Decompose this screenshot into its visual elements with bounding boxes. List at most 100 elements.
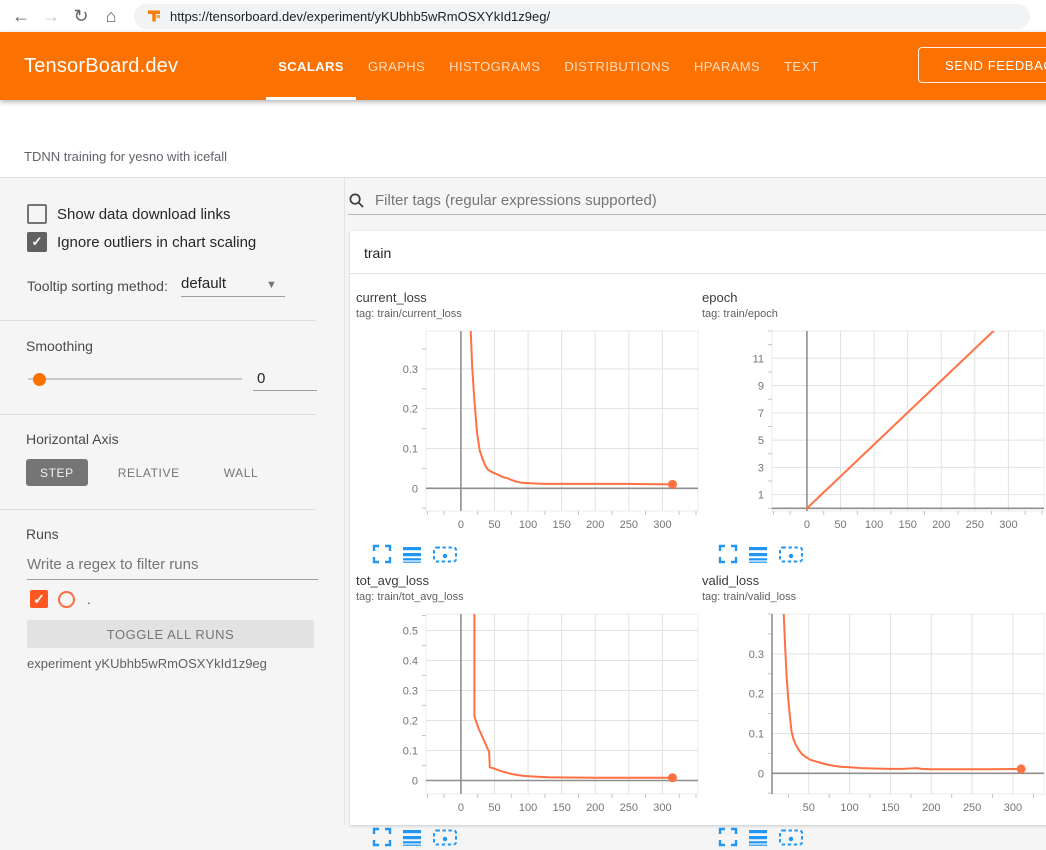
url-bar[interactable]: https://tensorboard.dev/experiment/yKUbh… [134, 4, 1030, 29]
browser-back-icon[interactable]: ← [6, 2, 36, 30]
log-scale-button[interactable] [402, 544, 422, 564]
svg-text:0.3: 0.3 [749, 649, 764, 661]
horizontal-axis-label: Horizontal Axis [26, 431, 119, 447]
chart-toolbar [372, 544, 702, 564]
relative-axis-button[interactable]: RELATIVE [104, 459, 194, 486]
chart-canvas: 05010015020025030000.10.20.3 [356, 325, 702, 537]
chart-tot-avg-loss: tot_avg_loss tag: train/tot_avg_loss 050… [356, 573, 702, 847]
svg-text:100: 100 [519, 519, 537, 531]
run-color-swatch-icon [58, 591, 75, 608]
settings-sidebar: Show data download links ✓ Ignore outlie… [0, 178, 345, 825]
log-scale-icon [402, 827, 422, 847]
run-list-item[interactable]: ✓ . [30, 590, 91, 608]
log-scale-button[interactable] [748, 827, 768, 847]
fullscreen-button[interactable] [718, 827, 738, 847]
fullscreen-button[interactable] [372, 544, 392, 564]
tab-scalars[interactable]: SCALARS [266, 32, 356, 100]
svg-text:0: 0 [458, 802, 464, 814]
run-name: . [87, 592, 91, 607]
svg-text:300: 300 [999, 519, 1017, 531]
checkbox-checked-icon[interactable]: ✓ [27, 232, 47, 252]
step-axis-button[interactable]: STEP [26, 459, 88, 486]
svg-text:150: 150 [881, 802, 899, 814]
smoothing-slider-track[interactable] [28, 378, 242, 380]
browser-reload-icon[interactable]: ↻ [66, 2, 96, 30]
chart-epoch: epoch tag: train/epoch 05010015020025030… [702, 290, 1046, 564]
log-scale-icon [748, 544, 768, 564]
svg-text:0: 0 [804, 519, 810, 531]
svg-text:0.2: 0.2 [403, 404, 418, 416]
smoothing-label: Smoothing [26, 338, 93, 354]
browser-forward-icon: → [36, 2, 66, 30]
fit-domain-button[interactable] [432, 827, 458, 847]
chart-tag: tag: train/epoch [702, 308, 1046, 321]
app-header: TensorBoard.dev SCALARSGRAPHSHISTOGRAMSD… [0, 32, 1046, 100]
tensorboard-favicon-icon [146, 8, 162, 24]
tooltip-sorting-dropdown[interactable]: default [181, 275, 226, 292]
chart-canvas: 0501001502002503001357911 [702, 325, 1046, 537]
send-feedback-button[interactable]: SEND FEEDBACK [918, 47, 1046, 83]
log-scale-button[interactable] [748, 544, 768, 564]
fullscreen-button[interactable] [372, 827, 392, 847]
tab-hparams[interactable]: HPARAMS [682, 32, 772, 100]
fullscreen-button[interactable] [718, 544, 738, 564]
svg-text:0.1: 0.1 [403, 746, 418, 758]
svg-text:300: 300 [1004, 802, 1022, 814]
smoothing-value[interactable]: 0 [257, 370, 265, 387]
tab-histograms[interactable]: HISTOGRAMS [437, 32, 552, 100]
show-download-links-checkbox[interactable]: Show data download links [27, 204, 230, 224]
svg-text:300: 300 [653, 802, 671, 814]
chart-toolbar [372, 827, 702, 847]
tab-graphs[interactable]: GRAPHS [356, 32, 437, 100]
experiment-id-note: experiment yKUbhb5wRmOSXYkId1z9eg [27, 656, 267, 671]
svg-text:150: 150 [552, 802, 570, 814]
svg-text:50: 50 [488, 802, 500, 814]
chart-title: epoch [702, 290, 1046, 306]
svg-text:0.3: 0.3 [403, 686, 418, 698]
tensorboard-logo[interactable]: TensorBoard.dev [24, 55, 178, 78]
tab-distributions[interactable]: DISTRIBUTIONS [552, 32, 682, 100]
log-scale-button[interactable] [402, 827, 422, 847]
run-regex-input[interactable] [27, 556, 318, 580]
svg-text:0: 0 [758, 768, 764, 780]
svg-text:250: 250 [963, 802, 981, 814]
svg-text:0.5: 0.5 [403, 626, 418, 638]
experiment-subheader: TDNN training for yesno with icefall [0, 100, 1046, 178]
divider [350, 273, 1046, 274]
run-checkbox-checked-icon[interactable]: ✓ [30, 590, 48, 608]
chart-title: current_loss [356, 290, 702, 306]
fullscreen-icon [718, 827, 738, 847]
toggle-all-runs-button[interactable]: TOGGLE ALL RUNS [27, 620, 314, 648]
fit-domain-button[interactable] [778, 544, 804, 564]
checkbox-label: Ignore outliers in chart scaling [57, 234, 256, 251]
chart-title: valid_loss [702, 573, 1046, 589]
log-scale-icon [402, 544, 422, 564]
line-chart: 0501001502002503001357911 [702, 325, 1046, 542]
section-title[interactable]: train [364, 245, 391, 261]
svg-text:0: 0 [412, 776, 418, 788]
tag-filter-row [348, 186, 1046, 215]
divider [0, 509, 316, 510]
dropdown-underline [181, 296, 285, 297]
chevron-down-icon[interactable]: ▼ [266, 279, 277, 291]
fullscreen-icon [372, 827, 392, 847]
smoothing-slider-thumb[interactable] [33, 373, 46, 386]
browser-toolbar: ← → ↻ ⌂ https://tensorboard.dev/experime… [0, 0, 1046, 32]
tag-filter-input[interactable] [373, 191, 1046, 210]
fit-domain-button[interactable] [432, 544, 458, 564]
browser-home-icon[interactable]: ⌂ [96, 2, 126, 30]
svg-text:0: 0 [412, 483, 418, 495]
ignore-outliers-checkbox[interactable]: ✓ Ignore outliers in chart scaling [27, 232, 256, 252]
svg-text:50: 50 [834, 519, 846, 531]
svg-text:100: 100 [865, 519, 883, 531]
tab-text[interactable]: TEXT [772, 32, 831, 100]
wall-axis-button[interactable]: WALL [210, 459, 273, 486]
svg-text:50: 50 [488, 519, 500, 531]
fit-domain-button[interactable] [778, 827, 804, 847]
main-content: train current_loss tag: train/current_lo… [345, 178, 1046, 825]
line-chart: 05010015020025030000.10.20.3 [356, 325, 702, 542]
svg-text:200: 200 [586, 802, 604, 814]
checkbox-unchecked-icon[interactable] [27, 204, 47, 224]
fullscreen-icon [718, 544, 738, 564]
fit-domain-icon [778, 544, 804, 564]
